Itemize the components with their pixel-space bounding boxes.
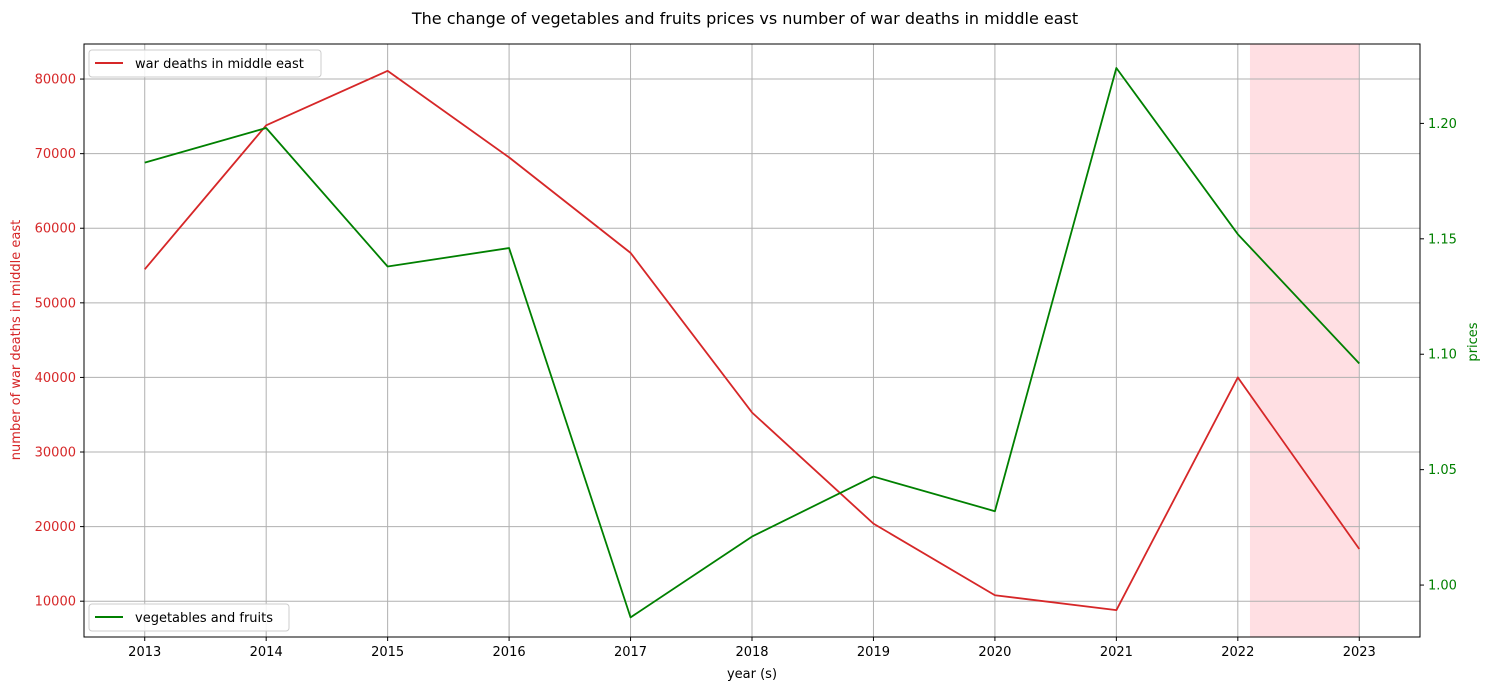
legend-war-deaths-label: war deaths in middle east xyxy=(135,57,304,72)
grid-group xyxy=(84,44,1420,637)
y-right-tick-label: 1.10 xyxy=(1428,348,1457,363)
x-tick-label: 2017 xyxy=(614,645,647,660)
y-axis-right-label: prices xyxy=(1466,322,1481,361)
y-right-tick-label: 1.00 xyxy=(1428,579,1457,594)
legend-war-deaths-box xyxy=(88,49,322,78)
y-left-tick-label: 40000 xyxy=(35,371,76,386)
x-axis: 2013 2014 2015 2016 2017 2018 2019 2020 2021 2022… xyxy=(128,637,1376,660)
x-tick-label: 2020 xyxy=(978,645,1011,660)
chart-title: The change of vegetables and fruits pric… xyxy=(411,9,1078,28)
y-left-tick-label: 10000 xyxy=(35,595,76,610)
x-tick-label: 2022 xyxy=(1221,645,1254,660)
legend-vegetables-box xyxy=(88,603,290,632)
x-tick-label: 2023 xyxy=(1343,645,1376,660)
shaded-region-group xyxy=(1249,44,1360,637)
y-left-tick-label: 70000 xyxy=(35,147,76,162)
x-tick-label: 2016 xyxy=(493,645,526,660)
y-left-tick-label: 60000 xyxy=(35,222,76,237)
shaded-region xyxy=(1249,44,1360,637)
x-axis-label: year (s) xyxy=(727,667,777,682)
x-tick-label: 2018 xyxy=(735,645,768,660)
series-lines-group xyxy=(144,67,1361,619)
y-right-tick-label: 1.20 xyxy=(1428,117,1457,132)
y-left-tick-label: 30000 xyxy=(35,446,76,461)
y-left-tick-label: 80000 xyxy=(35,73,76,88)
y-left-tick-label: 50000 xyxy=(35,296,76,311)
legend-war-deaths: war deaths in middle east xyxy=(88,49,322,78)
x-tick-label: 2014 xyxy=(250,645,283,660)
y-axis-left-label: number of war deaths in middle east xyxy=(9,220,24,460)
y-right-tick-label: 1.15 xyxy=(1428,232,1457,247)
y-right-tick-label: 1.05 xyxy=(1428,463,1457,478)
legend-vegetables: vegetables and fruits xyxy=(88,603,290,632)
x-tick-label: 2019 xyxy=(857,645,890,660)
x-tick-label: 2015 xyxy=(371,645,404,660)
y-axis-left: 10000 20000 30000 40000 50000 60000 70000 80000 xyxy=(35,73,84,610)
x-tick-label: 2013 xyxy=(128,645,161,660)
legend-vegetables-label: vegetables and fruits xyxy=(135,611,273,626)
y-left-tick-label: 20000 xyxy=(35,520,76,535)
y-axis-right: 1.00 1.05 1.10 1.15 1.20 xyxy=(1420,117,1457,594)
x-tick-label: 2021 xyxy=(1100,645,1133,660)
